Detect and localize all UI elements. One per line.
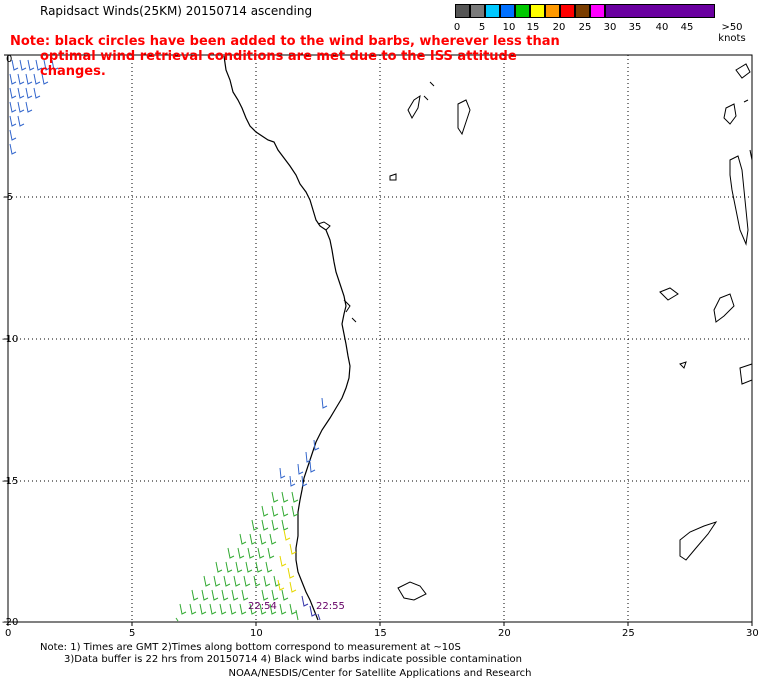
pass-time-label: 22:54 (248, 601, 277, 612)
wind-barbs-blue-coast (279, 397, 328, 487)
x-tick-label: 15 (374, 628, 387, 639)
footer-line-1: Note: 1) Times are GMT 2)Times along bot… (40, 642, 461, 653)
x-tick-label: 30 (746, 628, 759, 639)
x-tick-label: 5 (129, 628, 135, 639)
legend-label: 35 (628, 22, 642, 33)
footer-line-2: 3)Data buffer is 22 hrs from 20150714 4)… (64, 654, 522, 665)
x-tick-label: 0 (5, 628, 11, 639)
x-tick-label: 10 (250, 628, 263, 639)
y-tick-label: 0 (6, 54, 12, 65)
map-title: Rapidsact Winds(25KM) 20150714 ascending (40, 4, 313, 18)
legend-label: 0 (453, 22, 461, 33)
wind-barbs-purple (301, 595, 321, 621)
graticule (8, 55, 752, 622)
legend-label: 45 (680, 22, 694, 33)
wind-barbs-green (175, 491, 299, 622)
y-tick-label: -20 (2, 617, 18, 628)
wind-barbs-nw (9, 59, 59, 155)
note-line-1: Note: black circles have been added to t… (10, 34, 560, 49)
y-tick-label: -15 (2, 476, 18, 487)
legend-swatch-2 (485, 4, 500, 18)
legend-swatch-8 (575, 4, 590, 18)
x-tick-label: 25 (622, 628, 635, 639)
legend-label: 30 (603, 22, 617, 33)
legend-label: 40 (655, 22, 669, 33)
footer-notes: Note: 1) Times are GMT 2)Times along bot… (40, 642, 522, 666)
x-tick-label: 20 (498, 628, 511, 639)
legend-swatch-7 (560, 4, 575, 18)
legend-swatch-4 (515, 4, 530, 18)
legend-swatch-10 (605, 4, 715, 18)
credit-line: NOAA/NESDIS/Center for Satellite Applica… (228, 668, 532, 679)
note-line-2: optimal wind retrieval conditions are me… (40, 49, 517, 79)
legend-label: 15 (526, 22, 540, 33)
legend-swatch-6 (545, 4, 560, 18)
y-tick-label: -5 (3, 192, 13, 203)
africa-coastline (223, 55, 351, 621)
legend-label: 10 (502, 22, 516, 33)
legend-swatch-3 (500, 4, 515, 18)
wind-barbs-yellow (277, 529, 297, 593)
islands (389, 63, 753, 601)
legend-swatch-1 (470, 4, 485, 18)
legend-label: 5 (478, 22, 486, 33)
legend-label: 25 (578, 22, 592, 33)
legend-swatch-9 (590, 4, 605, 18)
pass-time-label: 22:55 (316, 601, 345, 612)
legend-swatch-0 (455, 4, 470, 18)
contamination-note: Note: black circles have been added to t… (10, 34, 570, 79)
legend-label: >50 knots (718, 22, 746, 44)
legend-swatch-5 (530, 4, 545, 18)
y-tick-label: -10 (2, 334, 18, 345)
legend-label: 20 (552, 22, 566, 33)
